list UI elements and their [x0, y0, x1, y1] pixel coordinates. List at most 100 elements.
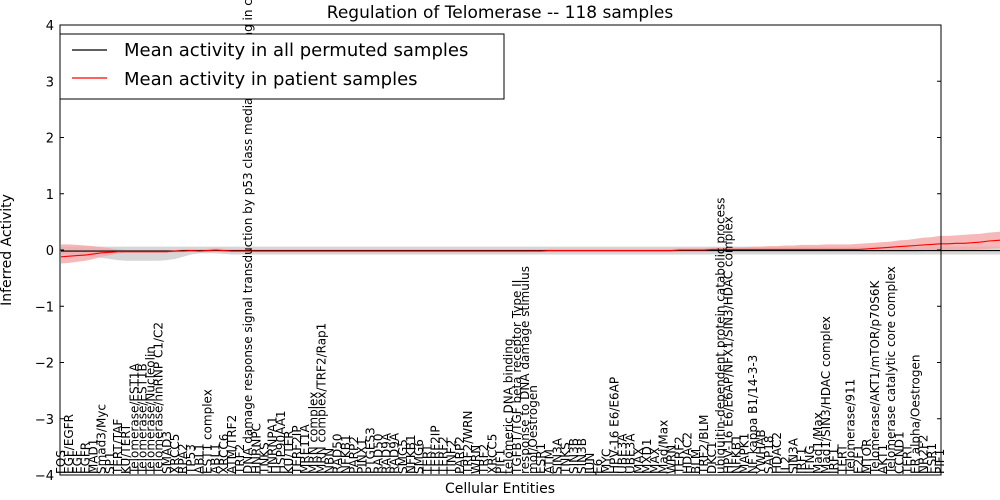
category-label: MAPK1 — [738, 433, 752, 474]
category-label: XRCC6 — [217, 434, 231, 474]
category-label: PARP2 — [347, 436, 361, 474]
category-label: WRN — [469, 445, 483, 474]
category-label: RAD50 — [371, 433, 385, 474]
category-label: TNKS — [258, 442, 272, 475]
category-label: HDAC2 — [681, 432, 695, 474]
category-label: TERT/TAF — [111, 419, 125, 475]
category-label: ATM — [542, 449, 556, 474]
category-label: SIN3A — [787, 437, 801, 474]
category-label: WRN — [664, 445, 678, 474]
category-label: Telomerase/911 — [844, 379, 858, 475]
category-label: MAX — [632, 447, 646, 474]
category-label: SMG5 — [396, 439, 410, 474]
legend-label-patient: Mean activity in patient samples — [124, 69, 418, 90]
y-tick-label: 0 — [46, 244, 54, 259]
band-series-1 — [61, 231, 1000, 264]
y-ticks: −4 −3 −2 −1 0 1 2 3 4 — [35, 19, 941, 484]
category-label: RAD9A — [380, 432, 394, 474]
category-label: Mad1/Max — [811, 412, 825, 474]
category-label: NR2F2 — [917, 435, 931, 475]
category-label: SIN3A — [551, 437, 565, 474]
category-label: MRN complex — [306, 392, 320, 474]
category-label: ESR1 — [534, 443, 548, 474]
category-label: TNKS — [559, 442, 573, 475]
category-label: SIN3B — [575, 438, 589, 474]
category-label: Telomerase/EST1B — [135, 363, 149, 475]
category-label: TRF2 — [477, 444, 491, 475]
category-label: NBN — [323, 448, 337, 474]
legend-box — [59, 33, 505, 100]
category-label: SMG6 — [412, 439, 426, 474]
category-label: RAD50 — [331, 433, 345, 474]
category-label: ER alpha/Oestrogen — [909, 355, 923, 474]
category-label: ABL1 — [192, 443, 206, 474]
category-label: CCND1 — [892, 431, 906, 474]
category-label: RPA2 — [176, 443, 190, 474]
category-label: TINF2 — [445, 440, 459, 475]
y-tick-label: −1 — [35, 300, 54, 315]
y-axis-label: Inferred Activity — [0, 194, 15, 306]
category-label: ATM/TRF2 — [225, 415, 239, 474]
category-label: Telomerase catalytic core complex — [884, 266, 898, 475]
category-label: TERF2IP — [428, 425, 442, 475]
category-label: YWHAB — [754, 429, 768, 475]
category-label: TP53 — [184, 444, 198, 475]
category-label: DNA damage response signal transduction … — [241, 0, 255, 474]
category-label: Telomerase/hnRNP C1/C2 — [152, 322, 166, 475]
category-label: Telomerase/EST1A — [127, 362, 141, 475]
category-label: NFKB1 — [404, 434, 418, 474]
category-label: TERF2 — [673, 436, 687, 475]
category-label: NFKB1 — [730, 434, 744, 474]
category-label: HPV-16 E6/E6AP — [607, 377, 621, 474]
y-tick-label: −4 — [35, 469, 54, 484]
category-label: HNRNPC — [249, 423, 263, 474]
category-label: IFNG — [803, 445, 817, 474]
category-label: NF kappa B1/14-3-3 — [746, 355, 760, 474]
category-label: ESR1 — [925, 443, 939, 474]
category-label: KU/TER — [282, 430, 296, 474]
category-label: BLM — [689, 449, 703, 474]
category-label: PARP2 — [453, 436, 467, 474]
category-label: MAD1 — [87, 439, 101, 474]
category-label: SP1 — [103, 452, 117, 475]
category-label: HDAC2 — [770, 432, 784, 474]
category-label: IL2 — [778, 456, 792, 474]
category-label: Telomerase/AKT1/mTOR/p70S6K — [868, 279, 882, 475]
category-label: E6 — [591, 459, 605, 474]
series-lines — [60, 239, 1000, 258]
category-label: TERF2 — [437, 436, 451, 475]
category-label: UBE3A — [624, 433, 638, 474]
category-label: MXD1 — [640, 439, 654, 474]
category-label: SMAD3 — [160, 431, 174, 474]
category-label: Mad/Max — [656, 420, 670, 474]
category-label: JUN — [583, 453, 597, 475]
category-label: EGF/EGFR — [62, 414, 76, 474]
category-label: telomeric DNA binding — [502, 339, 516, 475]
category-label: TRF2/WRN — [461, 411, 475, 475]
category-label: MRN complex/TRF2/Rap1 — [314, 323, 328, 474]
category-label: TERT — [900, 444, 914, 475]
category-label: EST1 complex — [201, 389, 215, 474]
category-label: E2F1 — [852, 444, 866, 474]
y-tick-label: −3 — [35, 413, 54, 428]
category-label: HPV-16 E6/E6AP/NFX1/SIN3/HDAC complex — [721, 216, 735, 474]
category-label: TERT — [835, 444, 849, 475]
category-label: mol/Oestrogen — [526, 385, 540, 474]
category-label: AKT1 — [876, 444, 890, 474]
legend: Mean activity in all permuted samples Me… — [59, 33, 505, 100]
line-series-1 — [60, 239, 1000, 258]
y-tick-label: 3 — [46, 75, 54, 90]
category-label: MAX — [648, 447, 662, 474]
category-label: ubiquitin-dependent protein catabolic pr… — [713, 198, 727, 474]
y-tick-label: −2 — [35, 357, 54, 372]
legend-label-permuted: Mean activity in all permuted samples — [124, 40, 468, 61]
category-label: TERF2IP — [290, 425, 304, 475]
category-label: ABL1 — [209, 443, 223, 474]
category-label: HNRNPA1 — [266, 416, 280, 474]
category-label: response to DNA damage stimulus — [518, 266, 532, 474]
chart-title: Regulation of Telomerase -- 118 samples — [327, 3, 674, 23]
category-label: EGF — [70, 450, 84, 474]
category-label: SIN3B — [567, 438, 581, 474]
category-label: MTOR — [860, 439, 874, 474]
